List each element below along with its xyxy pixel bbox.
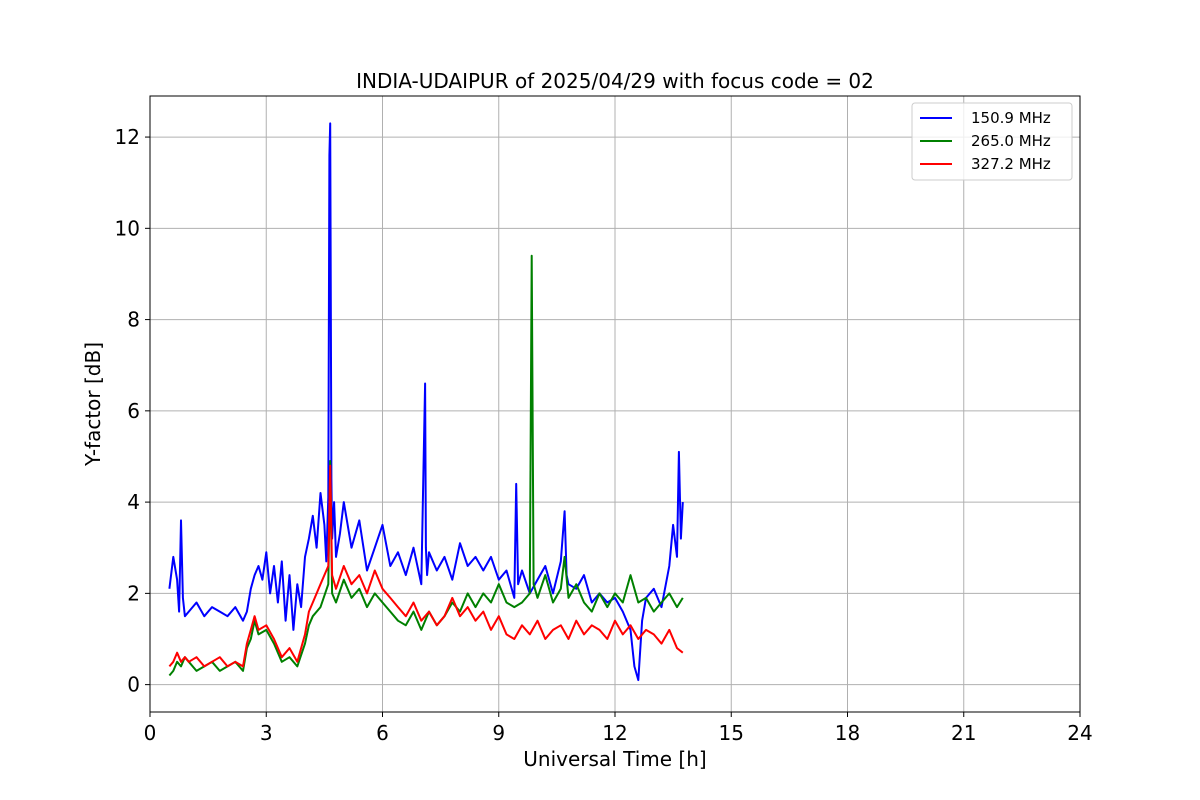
y-tick-label: 12 [115, 125, 140, 149]
x-tick-label: 15 [719, 721, 744, 745]
y-tick-label: 6 [127, 399, 140, 423]
y-tick-label: 8 [127, 308, 140, 332]
y-tick-label: 0 [127, 673, 140, 697]
y-tick-label: 4 [127, 490, 140, 514]
x-tick-label: 18 [835, 721, 860, 745]
chart-title: INDIA-UDAIPUR of 2025/04/29 with focus c… [356, 69, 874, 93]
x-tick-label: 21 [951, 721, 976, 745]
x-tick-label: 0 [144, 721, 157, 745]
y-tick-label: 10 [115, 216, 140, 240]
legend-entry-label: 327.2 MHz [971, 155, 1051, 173]
x-tick-label: 24 [1067, 721, 1092, 745]
x-tick-label: 12 [602, 721, 627, 745]
x-tick-label: 9 [492, 721, 505, 745]
legend: 150.9 MHz 265.0 MHz 327.2 MHz [912, 103, 1072, 180]
y-tick-label: 2 [127, 581, 140, 605]
legend-entry-label: 150.9 MHz [971, 109, 1051, 127]
x-tick-label: 6 [376, 721, 389, 745]
y-axis-label: Y-factor [dB] [81, 342, 105, 467]
legend-entry-label: 265.0 MHz [971, 132, 1051, 150]
x-tick-label: 3 [260, 721, 273, 745]
x-axis-label: Universal Time [h] [523, 747, 706, 771]
